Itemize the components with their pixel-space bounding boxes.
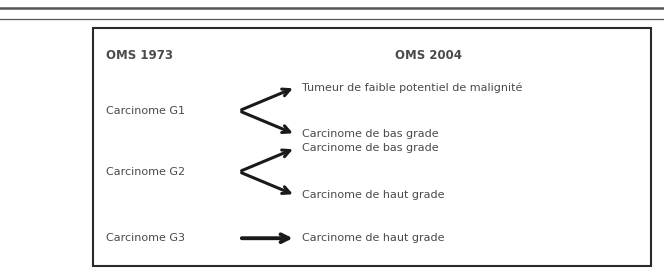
- Text: Carcinome de bas grade: Carcinome de bas grade: [302, 143, 439, 153]
- Text: Carcinome G1: Carcinome G1: [106, 106, 185, 116]
- Text: Carcinome G3: Carcinome G3: [106, 233, 185, 243]
- FancyBboxPatch shape: [93, 28, 651, 266]
- Text: Carcinome de haut grade: Carcinome de haut grade: [302, 233, 445, 243]
- Text: Carcinome G2: Carcinome G2: [106, 167, 185, 177]
- Text: Carcinome de haut grade: Carcinome de haut grade: [302, 190, 445, 200]
- Text: OMS 1973: OMS 1973: [106, 49, 173, 62]
- Text: Tumeur de faible potentiel de malignité: Tumeur de faible potentiel de malignité: [302, 82, 523, 93]
- Text: OMS 2004: OMS 2004: [395, 49, 462, 62]
- Text: Carcinome de bas grade: Carcinome de bas grade: [302, 129, 439, 139]
